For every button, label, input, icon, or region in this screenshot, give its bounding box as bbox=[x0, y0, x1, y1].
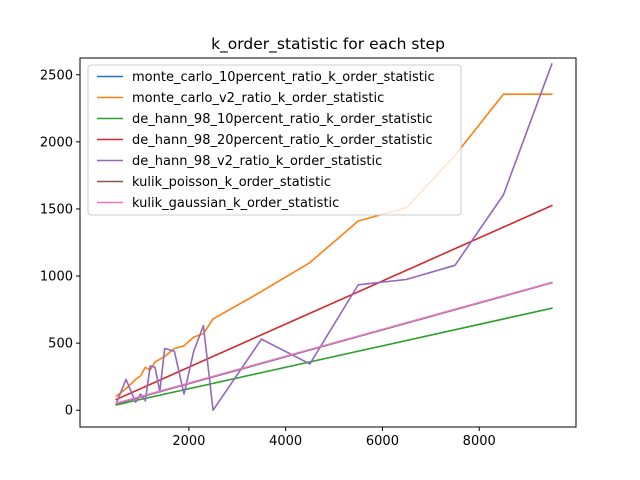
y-tick-label: 1500 bbox=[40, 202, 73, 217]
x-tick-label: 6000 bbox=[366, 434, 399, 449]
series-line-6 bbox=[115, 281, 553, 405]
legend: monte_carlo_10percent_ratio_k_order_stat… bbox=[87, 64, 462, 216]
ticks-layer: 2000 4000 6000 8000 0 500 1000 1500 2000 2500 bbox=[40, 68, 496, 449]
series-line-3 bbox=[115, 204, 553, 401]
y-tick-label: 1000 bbox=[40, 270, 73, 285]
series-layer bbox=[115, 63, 553, 412]
legend-label: monte_carlo_10percent_ratio_k_order_stat… bbox=[132, 70, 435, 85]
legend-label: kulik_gaussian_k_order_statistic bbox=[132, 196, 339, 211]
y-tick-label: 500 bbox=[48, 337, 73, 352]
legend-label: monte_carlo_v2_ratio_k_order_statistic bbox=[132, 91, 384, 106]
legend-box bbox=[87, 64, 462, 216]
legend-label: de_hann_98_20percent_ratio_k_order_stati… bbox=[132, 133, 433, 148]
chart-title: k_order_statistic for each step bbox=[211, 35, 445, 54]
legend-label: de_hann_98_10percent_ratio_k_order_stati… bbox=[132, 112, 433, 127]
legend-label: kulik_poisson_k_order_statistic bbox=[132, 175, 331, 190]
y-tick-label: 2500 bbox=[40, 68, 73, 83]
x-tick-label: 2000 bbox=[172, 434, 205, 449]
y-tick-label: 0 bbox=[65, 404, 73, 419]
series-line-2 bbox=[115, 307, 553, 406]
legend-label: de_hann_98_v2_ratio_k_order_statistic bbox=[132, 154, 382, 169]
x-tick-label: 8000 bbox=[463, 434, 496, 449]
y-tick-label: 2000 bbox=[40, 135, 73, 150]
x-tick-label: 4000 bbox=[269, 434, 302, 449]
axes-frame bbox=[79, 57, 577, 428]
